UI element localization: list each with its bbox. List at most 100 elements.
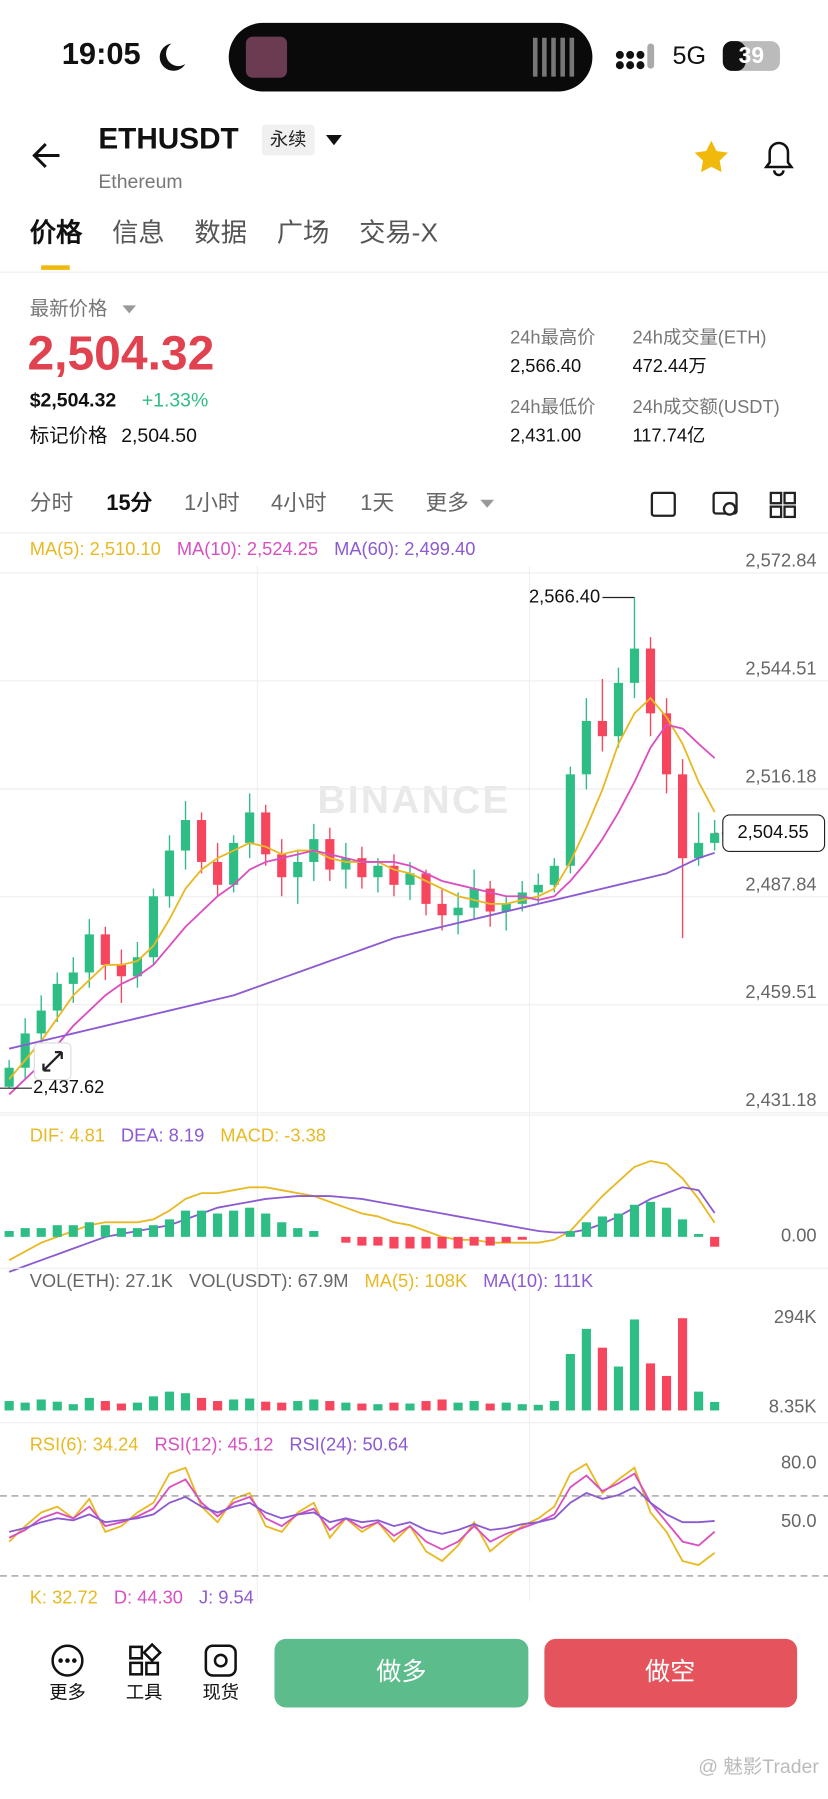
tools-icon[interactable] [129,1642,162,1676]
macd-legend: DEA: 8.19 [121,1125,204,1146]
volume-bar [453,1402,463,1411]
favorite-star[interactable] [694,140,728,173]
candle-body [245,812,255,843]
candle-body [533,884,543,893]
volume-bar [52,1401,62,1411]
nav-label[interactable]: 工具 [126,1682,163,1703]
macd-bar [261,1213,271,1237]
volume-bar [485,1403,495,1411]
macd-legend: DIF: 4.81 [30,1125,105,1146]
candle-body [453,907,463,916]
short-button[interactable] [544,1638,798,1708]
candle-body [341,858,351,870]
price-dropdown[interactable] [122,305,137,314]
candle-body [469,888,479,908]
stat-value: 2,566.40 [510,355,581,376]
battery-level [722,41,746,71]
volume-bar [581,1328,591,1411]
volume-bar [645,1363,656,1411]
macd-bar [84,1222,94,1237]
candle-body [373,865,383,878]
moon-icon [159,43,186,71]
back-button[interactable] [32,143,60,169]
tab[interactable]: 信息 [112,217,165,247]
candle-body [517,892,527,904]
clock: 19:05 [62,36,141,71]
nav-label[interactable]: 更多 [49,1682,86,1703]
last-price-tag: 2,504.55 [738,821,809,842]
watermark: BINANCE [317,779,510,822]
volume-bar [421,1401,431,1411]
tab[interactable]: 广场 [277,217,330,247]
volume-legend: MA(10): 111K [483,1270,593,1291]
volume-bar [100,1401,110,1411]
volume-bar [132,1402,142,1411]
macd-bar [678,1219,688,1237]
macd-bar [565,1231,575,1237]
y-tick-label: 2,459.51 [745,981,816,1002]
volume-bar [116,1403,126,1411]
candle-body [565,774,575,866]
rsi-legend: RSI(12): 45.12 [154,1433,273,1454]
volume-legend: VOL(USDT): 67.9M [189,1270,349,1291]
candle-body [52,983,62,1011]
volume-bar [261,1401,271,1411]
candle-body [421,873,431,904]
volume-bar [501,1402,511,1411]
macd-bar [517,1236,527,1240]
stat-label: 24h成交额(USDT) [632,396,779,417]
volume-bar [341,1402,351,1411]
interval-dropdown[interactable] [480,499,495,508]
symbol-dropdown[interactable] [325,134,342,146]
rsi-legend: RSI(24): 50.64 [289,1433,408,1454]
alert-bell[interactable] [763,141,794,177]
y-tick-label: 2,516.18 [745,765,816,786]
candle-body [277,854,287,878]
more-icon[interactable] [51,1644,84,1677]
footer-watermark: @ 魅影Trader [698,1756,819,1778]
candle-body [694,842,704,859]
tab[interactable]: 数据 [194,217,247,247]
candle-body [485,888,495,912]
volume-bar [710,1401,720,1411]
mark-label: 标记价格 [30,425,108,447]
spot-icon[interactable] [204,1644,237,1677]
long-label: 做多 [376,1658,426,1686]
volume-bar [533,1404,543,1411]
chart-tools[interactable] [650,491,796,519]
interval[interactable]: 1小时 [184,490,240,515]
candle-body [437,903,447,916]
macd-legend: MACD: -3.38 [220,1125,326,1146]
last-price-label: 最新价格 [30,298,108,320]
candle-body [389,865,399,885]
macd-bar [52,1225,62,1237]
macd-bar [164,1219,175,1237]
macd-bar [213,1213,223,1237]
nav-label[interactable]: 现货 [202,1682,239,1703]
volume-bar [309,1399,319,1411]
candle-body [68,972,78,984]
volume-bar [661,1375,672,1411]
volume-bar [469,1401,479,1411]
tag-bg [261,124,315,156]
tab[interactable]: 价格 [30,217,83,247]
interval[interactable]: 4小时 [271,490,327,515]
candle-body [661,713,672,775]
ma-legend: MA(60): 2,499.40 [334,538,475,559]
volume-bar [373,1404,383,1411]
y-tick-label: 2,572.84 [745,549,816,570]
macd-bar [437,1236,447,1249]
tab[interactable]: 交易-X [359,217,438,247]
y-tick-label: 8.35K [769,1396,817,1417]
volume-legend: MA(5): 108K [365,1270,468,1291]
interval[interactable]: 更多 [425,490,468,515]
mark-price: 2,504.50 [121,425,197,447]
interval[interactable]: 分时 [30,490,73,515]
expand-icon [42,1051,63,1072]
interval[interactable]: 1天 [360,490,394,515]
long-button[interactable] [274,1638,529,1708]
candle-body [261,812,271,855]
macd-bar [453,1236,463,1249]
stat-label: 24h最低价 [510,396,595,417]
interval[interactable]: 15分 [106,490,152,515]
